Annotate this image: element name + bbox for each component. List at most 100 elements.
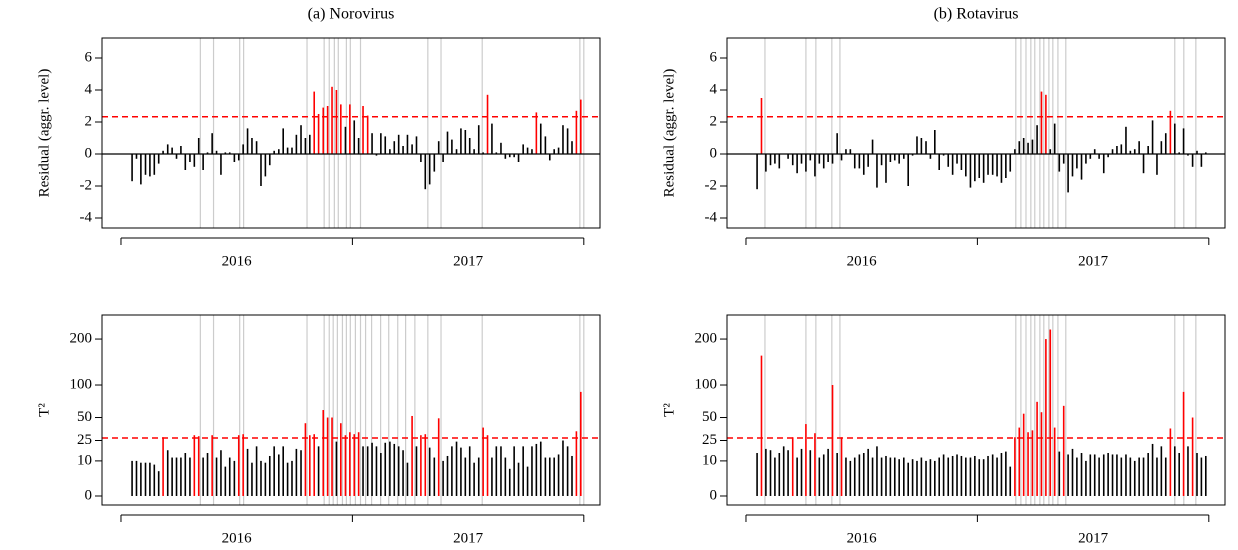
spike [366, 115, 369, 154]
spike [162, 150, 164, 154]
spike [535, 112, 538, 154]
spike [415, 446, 418, 496]
spike [978, 154, 981, 178]
spike [831, 385, 834, 496]
spike [1164, 457, 1167, 496]
y-tick-label: 10 [702, 452, 717, 468]
spike [464, 457, 467, 496]
spike [180, 146, 182, 154]
spike [800, 154, 803, 164]
spike [286, 462, 289, 496]
spike [557, 454, 560, 496]
y-tick-label: 2 [85, 113, 93, 129]
spike [871, 457, 874, 496]
spike [1076, 154, 1078, 169]
spike [393, 141, 396, 154]
spike [796, 457, 798, 496]
spike [1067, 154, 1069, 193]
spike [295, 134, 298, 154]
y-tick-label: 4 [710, 81, 718, 97]
spike [1151, 443, 1154, 496]
y-tick-label: 200 [695, 330, 718, 346]
panel-title: (a) Norovirus [308, 6, 395, 23]
y-axis-label: T² [661, 403, 677, 417]
spike [171, 457, 173, 496]
spike [791, 437, 794, 496]
spike [433, 457, 436, 496]
spike [468, 446, 471, 496]
spike [566, 446, 569, 496]
spike [818, 457, 821, 496]
spike [340, 104, 342, 154]
spike [575, 110, 578, 154]
spike [260, 154, 262, 186]
spike [206, 453, 209, 496]
spike [1133, 460, 1136, 496]
spike [1120, 144, 1123, 154]
panel: -4 -2 0 2 4 6 Residual (aggr. level) 2016 2017 (b… [661, 6, 1226, 269]
spike [455, 441, 458, 496]
spike [215, 150, 218, 154]
spike [424, 434, 427, 496]
spike [1160, 446, 1163, 496]
spike [460, 128, 462, 154]
spike [313, 434, 316, 496]
spike [317, 446, 320, 496]
spike [331, 417, 333, 496]
spike [526, 466, 529, 496]
spike [522, 446, 524, 496]
spike [982, 154, 985, 183]
spike [242, 144, 244, 154]
spike [934, 460, 936, 496]
spike [898, 459, 900, 496]
spike [189, 154, 191, 162]
spike [349, 432, 351, 496]
spike [482, 427, 484, 496]
spike [916, 460, 918, 496]
spike [366, 446, 369, 496]
spike [548, 154, 551, 161]
spike [371, 133, 373, 154]
spike [322, 410, 325, 496]
spike [1156, 154, 1158, 175]
spike [805, 154, 807, 172]
spike [760, 98, 763, 154]
spike [867, 154, 869, 167]
spike [255, 446, 258, 496]
spike [446, 131, 449, 154]
spike [1178, 152, 1180, 154]
spike [233, 154, 236, 162]
y-tick-label: 25 [77, 432, 92, 448]
spike [233, 460, 236, 496]
spike [357, 138, 360, 154]
spike [845, 457, 847, 496]
spike [1031, 139, 1034, 154]
spike [513, 154, 515, 158]
spike [349, 104, 351, 154]
spike [853, 154, 856, 169]
spike [1133, 149, 1136, 154]
spike [446, 455, 449, 496]
spike [246, 448, 249, 496]
spike [871, 139, 874, 154]
spike [942, 454, 945, 496]
spike [880, 154, 883, 166]
spike [571, 141, 573, 154]
spike [291, 147, 293, 154]
y-tick-label: 100 [695, 376, 718, 392]
spike [300, 450, 302, 496]
spike [575, 431, 578, 496]
panel: 0 10 25 50 100 200 T² 2016 2017 [36, 314, 601, 546]
spike [211, 133, 213, 154]
spike [486, 435, 489, 496]
spike [756, 453, 758, 496]
y-tick-label: 0 [710, 487, 718, 503]
spike [1062, 405, 1065, 496]
spike [969, 154, 972, 188]
spike [898, 154, 900, 164]
spike [313, 91, 316, 154]
y-tick-label: -4 [705, 209, 718, 225]
spike [362, 106, 364, 154]
spike [947, 154, 950, 167]
